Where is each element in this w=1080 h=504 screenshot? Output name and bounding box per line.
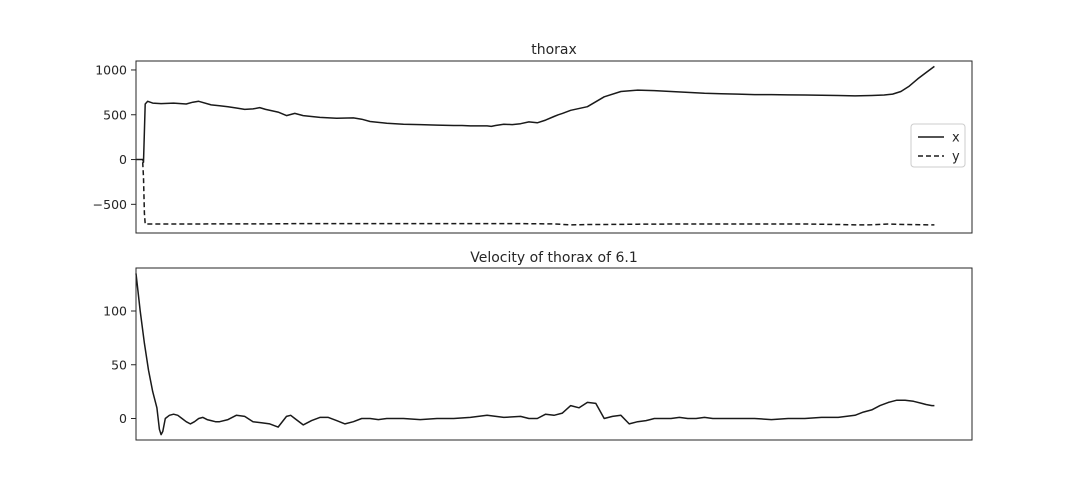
velocity-axes-frame [135,267,973,441]
velocity-y-tick-label: 0 [119,411,127,426]
thorax-series-line-y [141,162,935,226]
thorax-series-lines [136,65,935,226]
thorax-axes-frame [135,60,973,234]
thorax-legend: x y [910,123,966,168]
thorax-series-line-x [136,65,935,163]
velocity-series-line-0 [135,273,935,436]
thorax-position-axes: thorax 1000 500 0 −500 x y [93,42,973,234]
thorax-y-tick-label: 500 [103,107,127,122]
thorax-y-ticks: 1000 500 0 −500 [93,62,136,212]
thorax-y-tick-label: −500 [93,197,127,212]
thorax-y-tick-label: 1000 [95,62,127,77]
thorax-y-tick-label: 0 [119,152,127,167]
thorax-chart-title: thorax [531,42,577,58]
thorax-velocity-axes: Velocity of thorax of 6.1 100 50 0 [103,250,973,441]
legend-label-x: x [952,131,960,146]
velocity-y-tick-label: 100 [103,304,127,319]
velocity-series-lines [135,273,935,436]
velocity-y-tick-label: 50 [111,357,127,372]
legend-frame [910,123,966,168]
legend-label-y: y [952,150,960,165]
velocity-chart-title: Velocity of thorax of 6.1 [470,250,638,266]
velocity-y-ticks: 100 50 0 [103,304,136,426]
